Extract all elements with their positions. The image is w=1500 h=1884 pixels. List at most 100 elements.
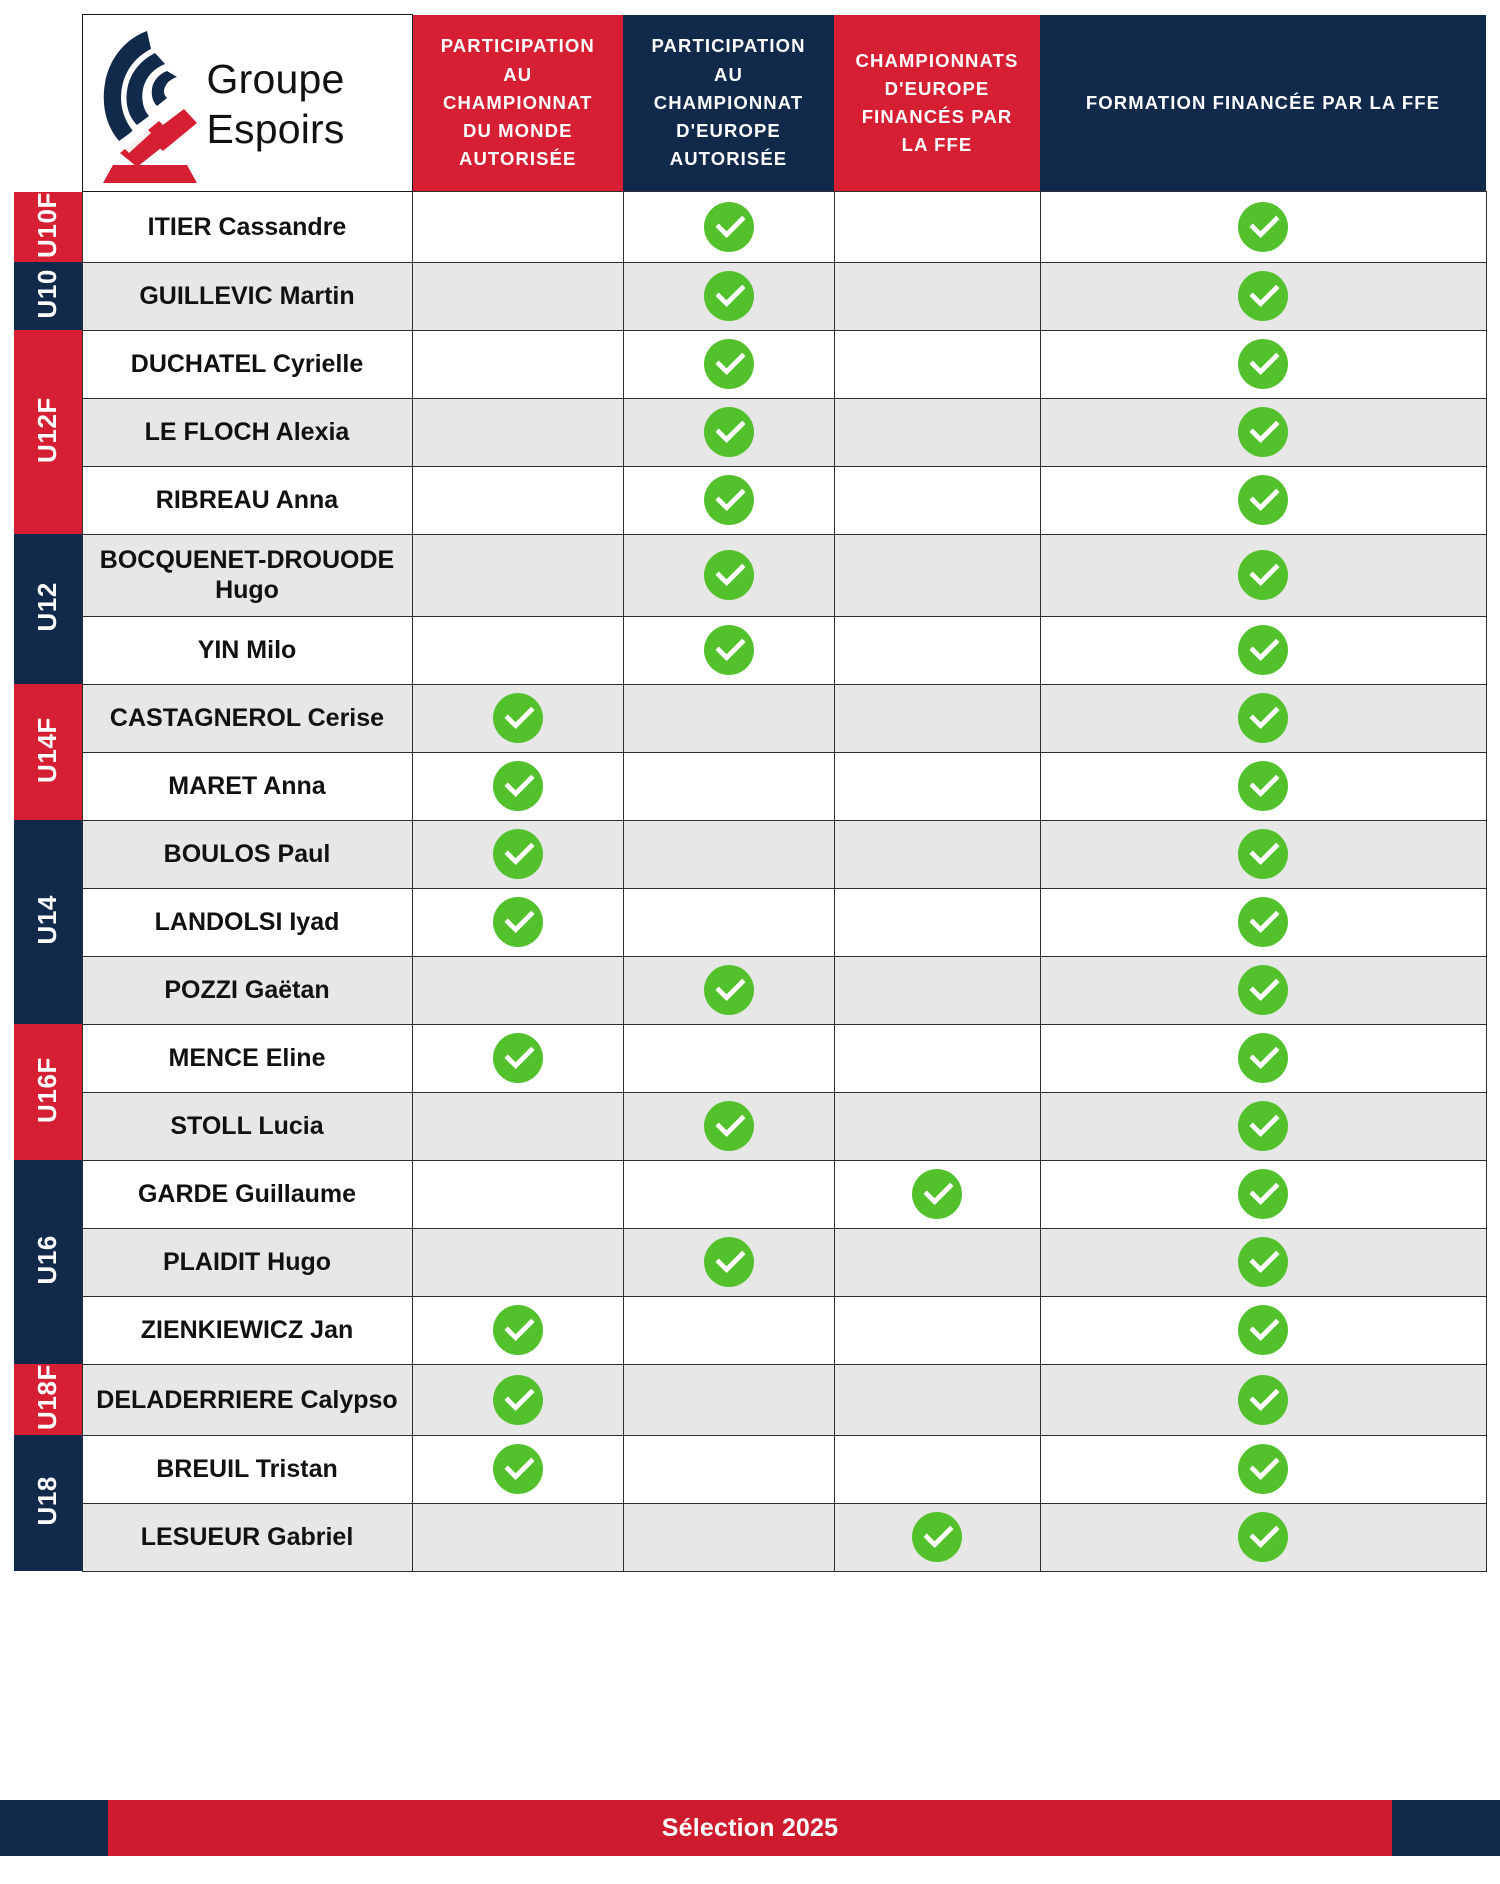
category-cell-u16f: U16F xyxy=(14,1024,82,1161)
check-circle-icon xyxy=(1238,965,1288,1016)
mark-cell-europe xyxy=(622,1363,835,1436)
category-label: U16 xyxy=(32,1235,63,1285)
check-circle-icon xyxy=(492,1033,543,1084)
mark-cell-europe xyxy=(622,329,835,399)
mark-cell-europe xyxy=(622,533,835,617)
check-circle-icon xyxy=(1238,625,1288,676)
player-name-cell: ZIENKIEWICZ Jan xyxy=(81,1295,413,1365)
category-cell-u12: U12 xyxy=(14,534,82,685)
player-name-cell: DUCHATEL Cyrielle xyxy=(81,329,413,399)
footer-label: Sélection 2025 xyxy=(661,1813,839,1842)
table-row: U18 BREUIL Tristan xyxy=(14,1434,1487,1572)
chess-knight-logo-icon xyxy=(89,25,201,183)
category-label: U12 xyxy=(32,582,63,632)
mark-cell-formation xyxy=(1039,1023,1487,1093)
mark-cell-formation xyxy=(1039,1091,1487,1161)
mark-cell-formation xyxy=(1039,329,1487,399)
check-circle-icon xyxy=(912,1512,962,1563)
table-row: LESUEUR Gabriel xyxy=(14,1502,1487,1572)
check-circle-icon xyxy=(1238,1305,1288,1356)
player-name-cell: YIN Milo xyxy=(81,615,413,685)
player-name-cell: DELADERRIERE Calypso xyxy=(81,1363,413,1436)
header-category-spacer xyxy=(14,14,82,192)
category-label: U14 xyxy=(32,895,63,945)
mark-cell-europe-finance xyxy=(833,465,1041,535)
player-name-cell: MARET Anna xyxy=(81,751,413,821)
check-circle-icon xyxy=(703,965,754,1016)
player-name-cell: LANDOLSI Iyad xyxy=(81,887,413,957)
table-body: U10F ITIER Cassandre U10 GUILLEVIC Martin U1… xyxy=(14,191,1487,1572)
mark-cell-formation xyxy=(1039,465,1487,535)
brand-title-line2: Espoirs xyxy=(206,106,345,152)
category-cell-u18: U18 xyxy=(14,1435,82,1572)
check-circle-icon xyxy=(1238,1444,1288,1495)
mark-cell-europe-finance xyxy=(833,191,1041,263)
check-circle-icon xyxy=(492,1305,543,1356)
table-row: ZIENKIEWICZ Jan xyxy=(14,1295,1487,1365)
mark-cell-monde xyxy=(411,261,624,331)
mark-cell-europe xyxy=(622,1023,835,1093)
table-row: PLAIDIT Hugo xyxy=(14,1227,1487,1297)
header-col-monde: PARTICIPATION AU CHAMPIONNAT DU MONDE AU… xyxy=(412,14,623,192)
header-col-europe: PARTICIPATION AU CHAMPIONNAT D'EUROPE AU… xyxy=(623,14,834,192)
mark-cell-europe-finance xyxy=(833,887,1041,957)
check-circle-icon xyxy=(492,897,543,948)
mark-cell-europe-finance xyxy=(833,1295,1041,1365)
mark-cell-europe-finance xyxy=(833,533,1041,617)
selection-table-wrapper: Groupe Espoirs PARTICIPATION AU CHAMPION… xyxy=(14,14,1487,1572)
table-row: U12F DUCHATEL Cyrielle xyxy=(14,329,1487,535)
check-circle-icon xyxy=(1238,271,1288,322)
category-cell-u10: U10 xyxy=(14,262,82,331)
mark-cell-europe-finance xyxy=(833,683,1041,753)
category-cell-u12f: U12F xyxy=(14,330,82,535)
check-circle-icon xyxy=(1238,550,1288,601)
mark-cell-europe-finance xyxy=(833,819,1041,889)
mark-cell-formation xyxy=(1039,397,1487,467)
mark-cell-monde xyxy=(411,329,624,399)
mark-cell-formation xyxy=(1039,1227,1487,1297)
category-cell-u14: U14 xyxy=(14,820,82,1025)
category-cell-u16: U16 xyxy=(14,1160,82,1365)
footer-bar: Sélection 2025 xyxy=(0,1800,1500,1856)
table-row: YIN Milo xyxy=(14,615,1487,685)
header-col-formation: FORMATION FINANCÉE PAR LA FFE xyxy=(1040,14,1486,192)
mark-cell-formation xyxy=(1039,1434,1487,1504)
category-cell-u10f: U10F xyxy=(14,191,82,263)
check-circle-icon xyxy=(1238,339,1288,390)
check-circle-icon xyxy=(912,1169,962,1220)
category-label: U10F xyxy=(32,191,63,258)
mark-cell-europe-finance xyxy=(833,397,1041,467)
check-circle-icon xyxy=(703,1237,754,1288)
mark-cell-europe-finance xyxy=(833,615,1041,685)
check-circle-icon xyxy=(703,407,754,458)
mark-cell-formation xyxy=(1039,751,1487,821)
table-row: U16F MENCE Eline xyxy=(14,1023,1487,1161)
mark-cell-formation xyxy=(1039,1363,1487,1436)
table-row: U18F DELADERRIERE Calypso xyxy=(14,1363,1487,1436)
table-row: RIBREAU Anna xyxy=(14,465,1487,535)
mark-cell-formation xyxy=(1039,533,1487,617)
check-circle-icon xyxy=(1238,1512,1288,1563)
table-row: MARET Anna xyxy=(14,751,1487,821)
check-circle-icon xyxy=(1238,761,1288,812)
mark-cell-europe xyxy=(622,819,835,889)
player-name-cell: BOCQUENET-DROUODE Hugo xyxy=(81,533,413,617)
mark-cell-europe xyxy=(622,955,835,1025)
check-circle-icon xyxy=(1238,201,1288,252)
mark-cell-europe-finance xyxy=(833,1159,1041,1229)
mark-cell-monde xyxy=(411,1227,624,1297)
brand-cell: Groupe Espoirs xyxy=(81,14,413,192)
player-name-cell: PLAIDIT Hugo xyxy=(81,1227,413,1297)
check-circle-icon xyxy=(492,761,543,812)
mark-cell-europe-finance xyxy=(833,751,1041,821)
player-name-cell: BREUIL Tristan xyxy=(81,1434,413,1504)
check-circle-icon xyxy=(703,271,754,322)
mark-cell-europe xyxy=(622,191,835,263)
player-name-cell: CASTAGNEROL Cerise xyxy=(81,683,413,753)
mark-cell-monde xyxy=(411,1159,624,1229)
player-name-cell: STOLL Lucia xyxy=(81,1091,413,1161)
category-label: U12F xyxy=(32,396,63,463)
mark-cell-formation xyxy=(1039,1502,1487,1572)
mark-cell-formation xyxy=(1039,819,1487,889)
